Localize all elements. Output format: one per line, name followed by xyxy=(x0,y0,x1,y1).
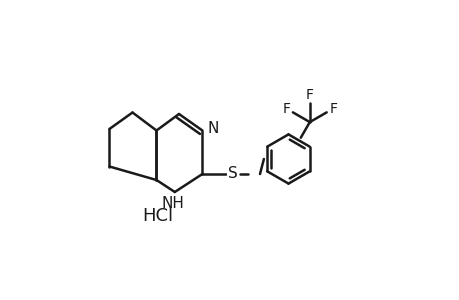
Text: NH: NH xyxy=(162,196,185,211)
Text: HCl: HCl xyxy=(142,207,173,225)
Text: F: F xyxy=(329,102,336,116)
Text: F: F xyxy=(305,88,313,102)
Text: S: S xyxy=(228,167,237,182)
Text: N: N xyxy=(207,121,218,136)
Text: F: F xyxy=(282,102,290,116)
